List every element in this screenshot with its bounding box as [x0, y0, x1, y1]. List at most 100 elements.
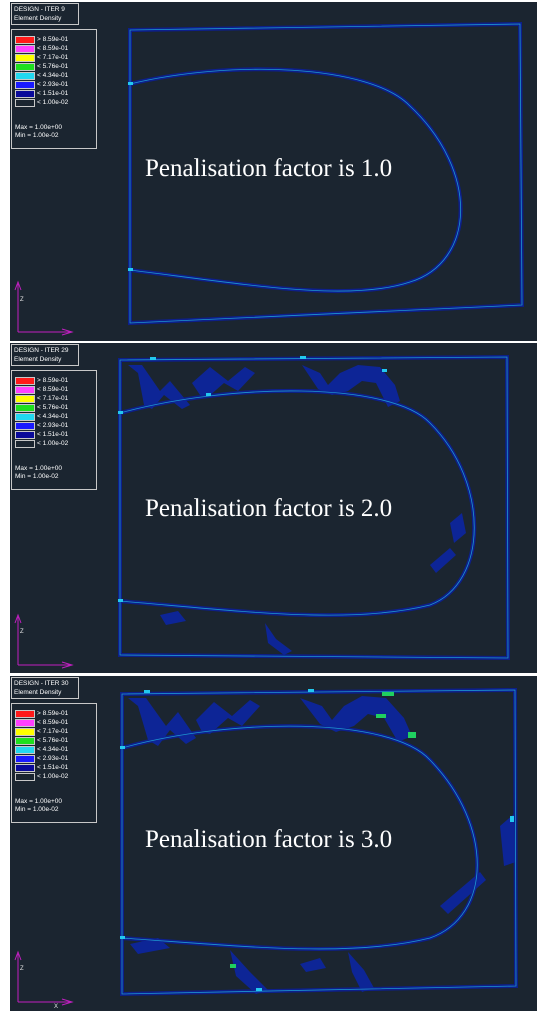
legend-max: Max = 1.00e+00 — [15, 465, 62, 472]
density-legend: > 8.59e-01 < 8.59e-01 < 7.17e-01 < 5.76e… — [11, 370, 97, 490]
legend-swatch — [15, 377, 35, 385]
legend-swatch — [15, 728, 35, 736]
legend-value: < 7.17e-01 — [37, 54, 69, 61]
legend-swatch — [15, 99, 35, 107]
axis-triad-icon — [14, 613, 74, 669]
legend-value: < 5.76e-01 — [37, 404, 69, 411]
legend-entry: < 1.51e-01 — [15, 431, 95, 440]
legend-value: < 4.34e-01 — [37, 413, 69, 420]
legend-entry: < 1.00e-02 — [15, 99, 95, 108]
legend-entry: < 1.00e-02 — [15, 440, 95, 449]
legend-entry: < 2.93e-01 — [15, 755, 95, 764]
legend-value: < 1.00e-02 — [37, 440, 69, 447]
legend-swatch — [15, 719, 35, 727]
axis-label-z: Z — [20, 297, 24, 303]
result-title: DESIGN - ITER 30 — [14, 680, 69, 687]
legend-entry: < 4.34e-01 — [15, 72, 95, 81]
legend-entry: > 8.59e-01 — [15, 710, 95, 719]
legend-min: Min = 1.00e-02 — [15, 473, 59, 480]
legend-swatch — [15, 413, 35, 421]
legend-swatch — [15, 395, 35, 403]
legend-swatch — [15, 45, 35, 53]
legend-swatch — [15, 386, 35, 394]
legend-max: Max = 1.00e+00 — [15, 124, 62, 131]
result-subtitle: Element Density — [14, 15, 62, 22]
legend-value: < 2.93e-01 — [37, 422, 69, 429]
result-title: DESIGN - ITER 9 — [14, 6, 65, 13]
legend-value: < 1.51e-01 — [37, 431, 69, 438]
density-plot-1 — [128, 21, 525, 326]
legend-swatch — [15, 54, 35, 62]
legend-entry: < 4.34e-01 — [15, 413, 95, 422]
axis-label-z: Z — [20, 966, 24, 972]
legend-value: < 1.51e-01 — [37, 90, 69, 97]
legend-entry: < 8.59e-01 — [15, 45, 95, 54]
result-header: DESIGN - ITER 9 Element Density — [11, 3, 79, 25]
legend-value: < 4.34e-01 — [37, 72, 69, 79]
legend-value: < 1.00e-02 — [37, 99, 69, 106]
legend-swatch — [15, 90, 35, 98]
legend-swatch — [15, 764, 35, 772]
legend-entry: < 8.59e-01 — [15, 386, 95, 395]
legend-swatch — [15, 72, 35, 80]
legend-swatch — [15, 746, 35, 754]
legend-entry: < 5.76e-01 — [15, 63, 95, 72]
density-plot-3 — [120, 687, 519, 997]
axis-triad-icon — [14, 950, 74, 1006]
legend-swatch — [15, 63, 35, 71]
legend-swatch — [15, 422, 35, 430]
legend-entry: < 7.17e-01 — [15, 54, 95, 63]
axis-label-x: X — [54, 1004, 59, 1010]
legend-swatch — [15, 755, 35, 763]
legend-entry: < 1.51e-01 — [15, 90, 95, 99]
legend-value: > 8.59e-01 — [37, 710, 69, 717]
result-subtitle: Element Density — [14, 689, 62, 696]
legend-min: Min = 1.00e-02 — [15, 132, 59, 139]
density-legend: > 8.59e-01 < 8.59e-01 < 7.17e-01 < 5.76e… — [11, 703, 97, 823]
legend-value: < 1.00e-02 — [37, 773, 69, 780]
panel-divider — [0, 341, 537, 342]
legend-value: > 8.59e-01 — [37, 377, 69, 384]
legend-swatch — [15, 773, 35, 781]
caption: Penalisation factor is 2.0 — [145, 495, 393, 522]
legend-value: < 2.93e-01 — [37, 81, 69, 88]
legend-entry: < 1.51e-01 — [15, 764, 95, 773]
legend-value: < 7.17e-01 — [37, 728, 69, 735]
legend-min: Min = 1.00e-02 — [15, 806, 59, 813]
result-title: DESIGN - ITER 29 — [14, 347, 69, 354]
legend-swatch — [15, 36, 35, 44]
legend-value: < 5.76e-01 — [37, 737, 69, 744]
legend-entry: < 4.34e-01 — [15, 746, 95, 755]
legend-entry: < 5.76e-01 — [15, 404, 95, 413]
legend-swatch — [15, 440, 35, 448]
legend-entry: < 5.76e-01 — [15, 737, 95, 746]
legend-swatch — [15, 431, 35, 439]
axis-triad-icon — [14, 280, 74, 336]
result-panel-3: DESIGN - ITER 30 Element Density > 8.59e… — [10, 676, 537, 1011]
legend-swatch — [15, 737, 35, 745]
legend-entry: < 7.17e-01 — [15, 728, 95, 737]
axis-label-z: Z — [20, 629, 24, 635]
legend-entry: < 2.93e-01 — [15, 81, 95, 90]
result-subtitle: Element Density — [14, 356, 62, 363]
legend-swatch — [15, 710, 35, 718]
legend-value: > 8.59e-01 — [37, 36, 69, 43]
result-panel-2: DESIGN - ITER 29 Element Density > 8.59e… — [10, 343, 537, 673]
legend-value: < 8.59e-01 — [37, 719, 69, 726]
legend-value: < 8.59e-01 — [37, 386, 69, 393]
result-header: DESIGN - ITER 29 Element Density — [11, 344, 79, 366]
legend-entry: < 8.59e-01 — [15, 719, 95, 728]
legend-value: < 4.34e-01 — [37, 746, 69, 753]
caption: Penalisation factor is 1.0 — [145, 155, 393, 182]
result-header: DESIGN - ITER 30 Element Density — [11, 677, 79, 699]
legend-value: < 5.76e-01 — [37, 63, 69, 70]
legend-value: < 1.51e-01 — [37, 764, 69, 771]
legend-value: < 2.93e-01 — [37, 755, 69, 762]
density-plot-2 — [118, 354, 511, 661]
legend-entry: < 2.93e-01 — [15, 422, 95, 431]
legend-value: < 7.17e-01 — [37, 395, 69, 402]
density-legend: > 8.59e-01 < 8.59e-01 < 7.17e-01 < 5.76e… — [11, 29, 97, 149]
legend-entry: > 8.59e-01 — [15, 36, 95, 45]
legend-swatch — [15, 81, 35, 89]
legend-value: < 8.59e-01 — [37, 45, 69, 52]
